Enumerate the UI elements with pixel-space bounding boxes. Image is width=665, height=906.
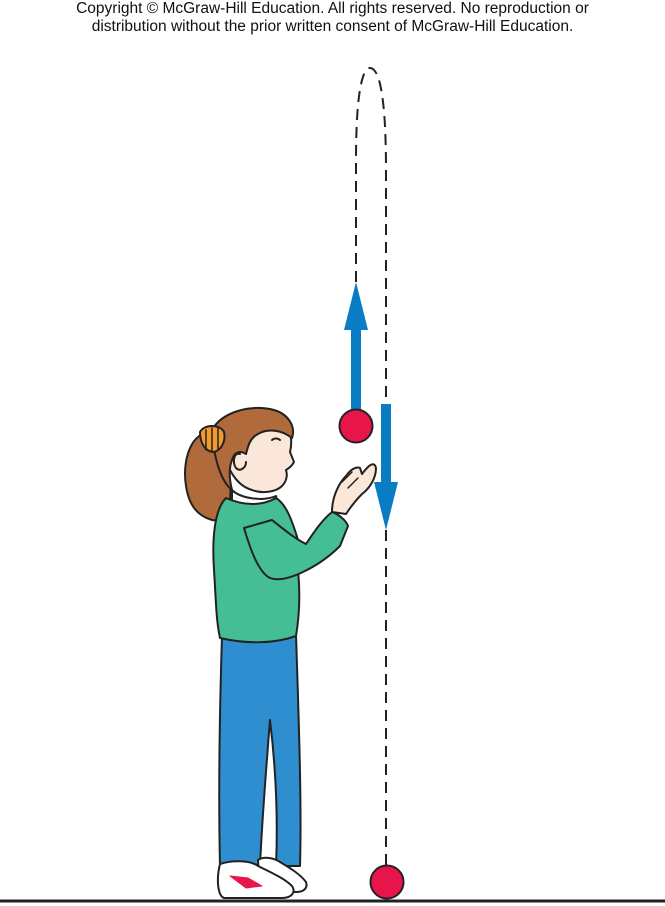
hand: [331, 463, 377, 515]
eye: [271, 437, 281, 441]
ball-trajectory: [355, 66, 387, 872]
ball-on-ground: [369, 864, 405, 900]
girl-figure: [184, 407, 377, 899]
shoe-stripe: [229, 875, 263, 889]
front-shoe: [216, 860, 295, 899]
copyright-line-1: Copyright © McGraw-Hill Education. All r…: [76, 0, 589, 17]
down-arrow-icon: [374, 404, 398, 530]
ear: [232, 452, 247, 471]
copyright-notice: Copyright © McGraw-Hill Education. All r…: [0, 0, 665, 36]
ball-in-air: [338, 408, 374, 444]
copyright-line-2: distribution without the prior written c…: [91, 18, 574, 35]
sleeve: [243, 511, 349, 581]
up-arrow-icon: [344, 282, 368, 410]
pants: [218, 633, 302, 867]
